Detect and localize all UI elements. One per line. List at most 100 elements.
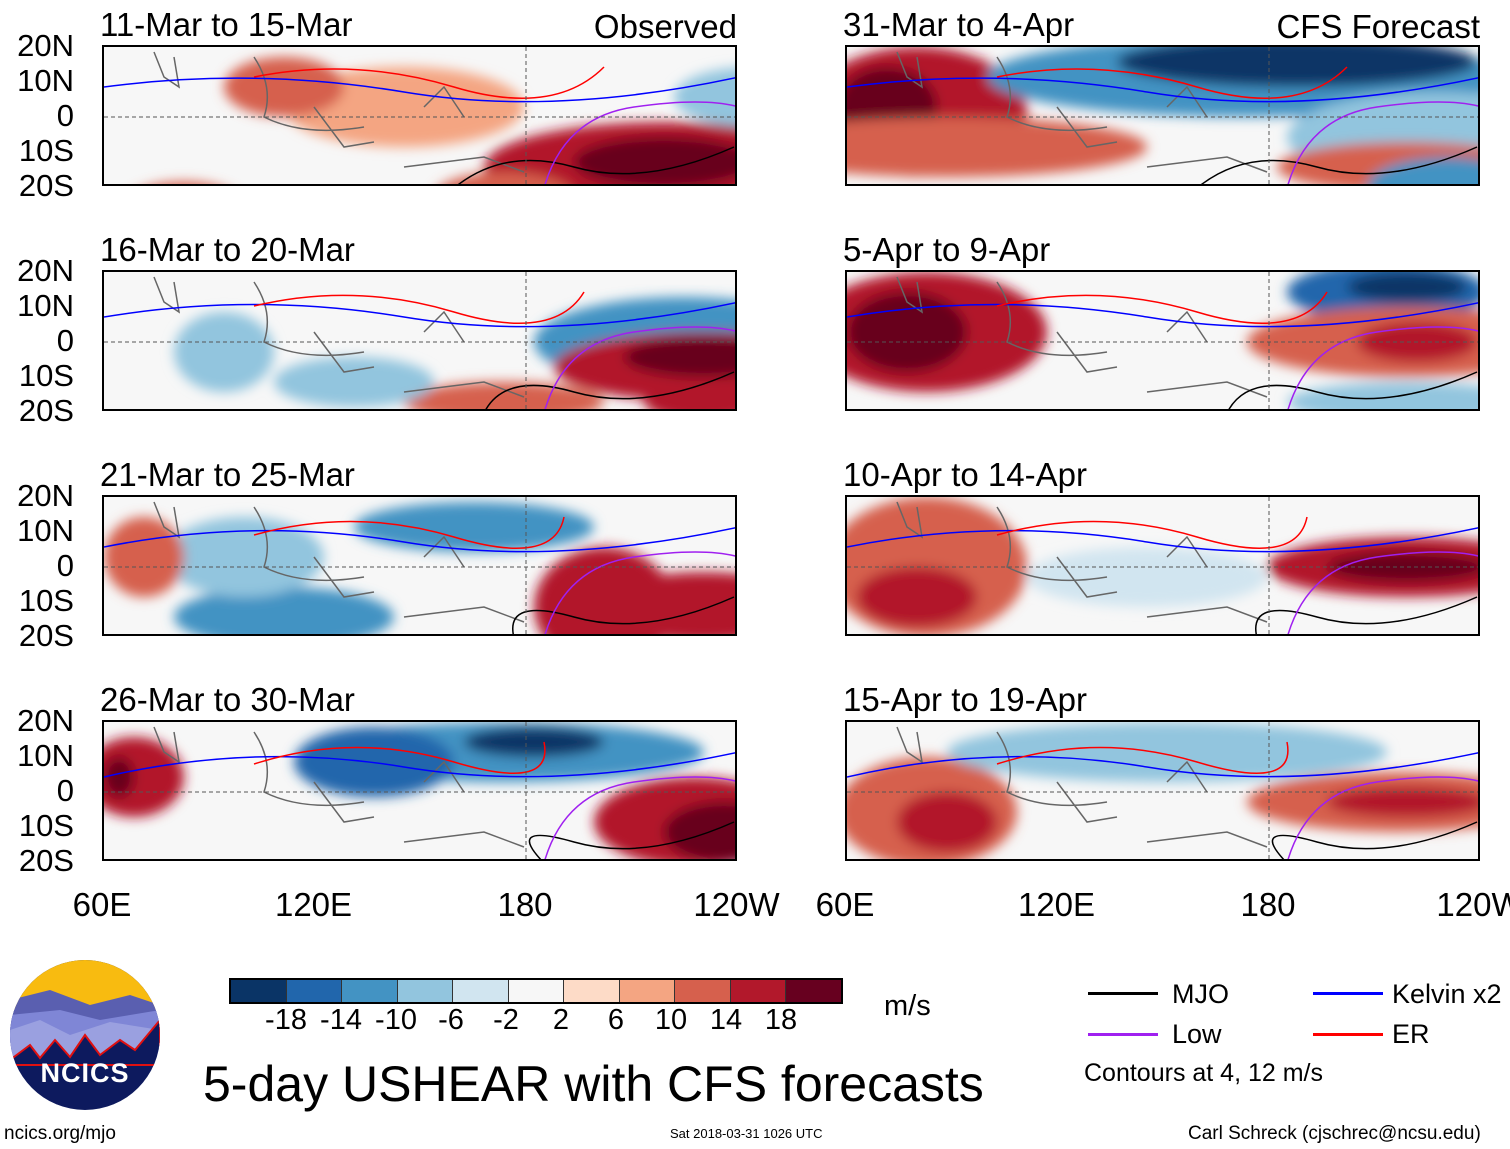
legend-line-kelvin — [1313, 992, 1383, 995]
shear-anomaly-blob — [624, 337, 735, 377]
shear-anomaly-blob — [174, 312, 274, 392]
coastline — [896, 51, 1268, 173]
shear-anomaly-blob — [1347, 272, 1467, 302]
panel-title: 16-Mar to 20-Mar — [100, 231, 355, 268]
mjo-contour — [1228, 371, 1478, 409]
figure-title: 5-day USHEAR with CFS forecasts — [203, 1056, 984, 1112]
mjo-contour — [528, 821, 735, 859]
shear-anomaly-blob — [1287, 382, 1478, 409]
low-contour — [1287, 776, 1478, 859]
colorbar-tick-label: 2 — [552, 1004, 570, 1036]
shear-anomaly-blob — [104, 757, 134, 797]
low-contour — [1287, 551, 1478, 634]
lat-label: 10N — [17, 513, 74, 548]
map-panel-right-1 — [845, 270, 1480, 411]
colorbar-swatch — [730, 980, 786, 1002]
coastline — [153, 276, 525, 398]
lat-label: 20N — [17, 478, 74, 513]
lon-label: 120W — [693, 886, 780, 923]
lat-label: 0 — [56, 773, 74, 808]
colorbar-swatch — [231, 980, 287, 1002]
colorbar-tick-label: 6 — [607, 1004, 625, 1036]
lat-label: 20S — [18, 168, 74, 203]
map-panel-left-2 — [102, 495, 737, 636]
colorbar-swatch — [342, 980, 398, 1002]
mjo-contour — [458, 146, 735, 184]
lon-label: 180 — [497, 886, 553, 923]
shear-anomaly-blob — [1367, 157, 1478, 184]
kelvin-contour — [104, 527, 735, 553]
colorbar — [229, 978, 843, 1004]
colorbar-swatch — [286, 980, 342, 1002]
colorbar-swatch — [397, 980, 453, 1002]
legend-line-er — [1313, 1033, 1383, 1036]
shear-anomaly-blob — [104, 517, 184, 597]
coastline — [153, 51, 525, 173]
shear-anomaly-blob — [947, 722, 1387, 782]
shear-anomaly-blob — [354, 502, 594, 552]
panel-tag: Observed — [593, 8, 737, 45]
shear-anomaly-blob — [644, 382, 735, 409]
kelvin-contour — [847, 302, 1478, 328]
colorbar-swatch — [453, 980, 509, 1002]
lat-label: 20N — [17, 28, 74, 63]
shear-anomaly-blob — [847, 117, 1147, 177]
mjo-contour — [485, 371, 735, 409]
colorbar-swatch — [786, 980, 841, 1002]
lon-label: 120E — [274, 886, 353, 923]
lat-label: 20S — [18, 618, 74, 653]
low-contour — [544, 551, 735, 634]
er-contour — [996, 291, 1328, 324]
map-panel-right-0 — [845, 45, 1480, 186]
lat-label: 10S — [18, 133, 74, 168]
lon-label: 120E — [1017, 886, 1096, 923]
colorbar-tick-label: 18 — [764, 1004, 798, 1036]
lat-label: 20N — [17, 253, 74, 288]
footer-timestamp: Sat 2018-03-31 1026 UTC — [670, 1126, 823, 1141]
shear-anomaly-blob — [164, 517, 324, 597]
colorbar-tick-label: 10 — [654, 1004, 688, 1036]
lat-label: 20S — [18, 843, 74, 878]
legend-line-low — [1088, 1033, 1158, 1036]
map-panel-left-0 — [102, 45, 737, 186]
panel-title: 10-Apr to 14-Apr — [843, 456, 1087, 493]
colorbar-swatch — [675, 980, 731, 1002]
shear-anomaly-blob — [404, 382, 604, 409]
footer-author: Carl Schreck (cjschrec@ncsu.edu) — [1188, 1123, 1481, 1144]
mjo-contour — [1201, 146, 1478, 184]
lat-label: 0 — [56, 548, 74, 583]
shear-anomaly-blob — [857, 567, 977, 627]
er-contour — [253, 516, 565, 549]
low-contour — [544, 776, 735, 859]
map-panel-right-3 — [845, 720, 1480, 861]
low-contour — [1287, 101, 1478, 184]
er-contour — [253, 66, 605, 99]
shear-anomaly-blob — [174, 587, 394, 634]
lat-label: 10S — [18, 808, 74, 843]
kelvin-contour — [847, 752, 1478, 778]
lon-label: 60E — [815, 886, 875, 923]
panel-tag: CFS Forecast — [1276, 8, 1480, 45]
logo-mountains-icon — [10, 960, 160, 1066]
shear-anomaly-blob — [160, 182, 208, 184]
panel-title: 11-Mar to 15-Mar — [100, 6, 353, 43]
footer-url[interactable]: ncics.org/mjo — [4, 1123, 116, 1144]
lat-label: 0 — [56, 98, 74, 133]
shear-anomaly-blob — [897, 792, 997, 852]
kelvin-contour — [847, 527, 1478, 553]
lon-label: 120W — [1436, 886, 1510, 923]
logo-text: NCICS — [40, 1058, 130, 1088]
shear-anomaly-blob — [1117, 47, 1477, 87]
low-contour — [544, 326, 735, 409]
shear-anomaly-blob — [664, 802, 735, 859]
map-panel-right-2 — [845, 495, 1480, 636]
contour-note: Contours at 4, 12 m/s — [1084, 1059, 1324, 1087]
low-contour — [544, 101, 735, 184]
colorbar-tick-label: -6 — [438, 1004, 464, 1036]
legend-label-mjo: MJO — [1172, 979, 1229, 1009]
er-contour — [996, 516, 1308, 549]
colorbar-tick-label: 14 — [709, 1004, 743, 1036]
shear-anomaly-blob — [464, 727, 604, 757]
colorbar-swatch — [508, 980, 564, 1002]
legend-label-er: ER — [1392, 1019, 1430, 1049]
